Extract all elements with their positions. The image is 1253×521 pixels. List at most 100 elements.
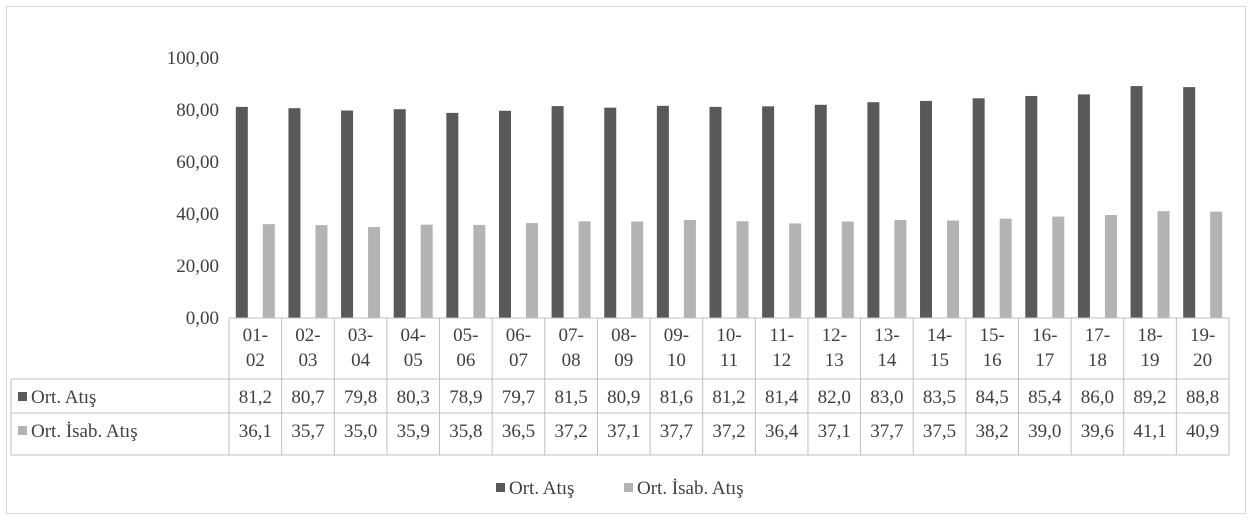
category-label-line1: 13- xyxy=(874,325,899,346)
legend-key-ort-atis xyxy=(18,392,27,401)
bar-ort-isab-atis xyxy=(999,218,1012,318)
bar-ort-atis xyxy=(709,106,722,318)
category-label-line2: 02 xyxy=(246,350,265,371)
legend-label: Ort. İsab. Atış xyxy=(637,478,744,499)
data-label: 81,2 xyxy=(239,387,272,408)
data-label: 80,3 xyxy=(397,387,430,408)
category-label-line2: 05 xyxy=(404,350,423,371)
category-label-line1: 02- xyxy=(295,325,320,346)
bar-ort-isab-atis xyxy=(473,224,486,318)
category-label-line1: 09- xyxy=(664,325,689,346)
bar-ort-isab-atis xyxy=(1157,211,1170,318)
bar-ort-isab-atis xyxy=(1210,211,1223,318)
bar-ort-atis xyxy=(341,110,354,319)
category-label-line2: 17 xyxy=(1035,350,1054,371)
category-label-line1: 03- xyxy=(348,325,373,346)
bar-ort-atis xyxy=(814,104,827,318)
category-label-line2: 07 xyxy=(509,350,528,371)
bar-ort-atis xyxy=(1130,86,1143,318)
data-label: 37,7 xyxy=(870,421,903,442)
y-tick-label: 60,00 xyxy=(176,152,219,173)
bar-ort-atis xyxy=(288,108,301,319)
category-label-line2: 11 xyxy=(720,350,738,371)
table-series-name: Ort. İsab. Atış xyxy=(31,421,138,442)
data-label: 40,9 xyxy=(1186,421,1219,442)
category-label-line1: 05- xyxy=(453,325,478,346)
category-label-line1: 14- xyxy=(927,325,952,346)
chart-frame: 0,00 20,00 40,00 60,00 80,00 100,00 01- 02 02- 03… xyxy=(6,6,1246,514)
data-label: 36,4 xyxy=(765,421,799,442)
category-label-line2: 08 xyxy=(562,350,581,371)
bar-ort-isab-atis xyxy=(789,223,802,318)
bar-ort-atis xyxy=(1183,87,1196,319)
bar-ort-atis xyxy=(446,112,459,318)
y-tick-label: 20,00 xyxy=(176,256,219,277)
bar-ort-atis xyxy=(1077,94,1090,319)
category-label-line2: 20 xyxy=(1193,350,1212,371)
bar-ort-isab-atis xyxy=(947,220,960,318)
data-label: 37,1 xyxy=(818,421,851,442)
bar-ort-isab-atis xyxy=(315,225,328,318)
category-label-line2: 19 xyxy=(1141,350,1160,371)
bar-ort-isab-atis xyxy=(368,227,381,318)
data-label: 79,7 xyxy=(502,387,535,408)
category-label-line1: 08- xyxy=(611,325,636,346)
data-label: 83,5 xyxy=(923,387,956,408)
legend-swatch-ort-atis xyxy=(496,483,505,492)
data-label: 37,2 xyxy=(712,421,745,442)
category-label-line2: 03 xyxy=(298,350,317,371)
category-label-line2: 15 xyxy=(930,350,949,371)
data-label: 88,8 xyxy=(1186,387,1219,408)
category-label-line1: 01- xyxy=(243,325,268,346)
bar-ort-isab-atis xyxy=(1052,216,1065,318)
category-label-line2: 12 xyxy=(772,350,791,371)
data-label: 35,0 xyxy=(344,421,377,442)
legend-key-ort-isab-atis xyxy=(18,426,27,435)
data-label: 81,5 xyxy=(554,387,587,408)
bar-ort-atis xyxy=(551,106,564,318)
bar-ort-atis xyxy=(235,106,248,318)
bar-ort-isab-atis xyxy=(631,221,644,318)
y-tick-label: 0,00 xyxy=(186,308,219,329)
data-label: 81,2 xyxy=(712,387,745,408)
bar-ort-atis xyxy=(498,110,511,318)
data-label: 39,6 xyxy=(1081,421,1114,442)
legend-swatch-ort-isab-atis xyxy=(624,483,633,492)
bar-ort-atis xyxy=(393,109,406,318)
y-tick-label: 80,00 xyxy=(176,100,219,121)
y-tick-label: 40,00 xyxy=(176,204,219,225)
category-label-line2: 18 xyxy=(1088,350,1107,371)
bar-ort-atis xyxy=(762,106,775,318)
bar-ort-isab-atis xyxy=(683,219,696,318)
category-label-line2: 16 xyxy=(983,350,1002,371)
bar-ort-isab-atis xyxy=(525,223,538,318)
category-label-line2: 14 xyxy=(877,350,897,371)
data-label: 82,0 xyxy=(818,387,851,408)
data-label: 36,1 xyxy=(239,421,272,442)
bar-ort-isab-atis xyxy=(736,221,749,318)
category-label-line2: 13 xyxy=(825,350,844,371)
data-label: 36,5 xyxy=(502,421,535,442)
category-label-line2: 06 xyxy=(456,350,475,371)
data-label: 80,9 xyxy=(607,387,640,408)
bar-ort-isab-atis xyxy=(841,221,854,318)
category-label-line1: 06- xyxy=(506,325,531,346)
category-label-line1: 10- xyxy=(716,325,741,346)
category-label-line2: 04 xyxy=(351,350,371,371)
category-label-line1: 11- xyxy=(769,325,794,346)
data-label: 78,9 xyxy=(449,387,482,408)
data-label: 85,4 xyxy=(1028,387,1062,408)
data-label: 89,2 xyxy=(1133,387,1166,408)
category-label-line1: 04- xyxy=(401,325,426,346)
category-label-line1: 17- xyxy=(1085,325,1110,346)
y-tick-label: 100,00 xyxy=(167,48,219,69)
bar-ort-atis xyxy=(867,102,880,318)
data-label: 39,0 xyxy=(1028,421,1061,442)
table-series-name: Ort. Atış xyxy=(31,387,96,408)
data-label: 37,2 xyxy=(554,421,587,442)
data-label: 35,7 xyxy=(291,421,324,442)
data-label: 37,7 xyxy=(660,421,693,442)
bar-ort-isab-atis xyxy=(1104,215,1117,318)
data-label: 79,8 xyxy=(344,387,377,408)
category-label-line1: 16- xyxy=(1032,325,1057,346)
